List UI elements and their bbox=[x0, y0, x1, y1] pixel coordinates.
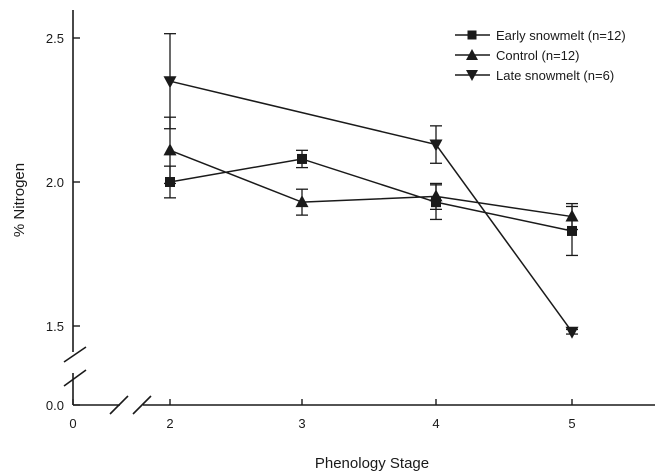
data-point-square bbox=[567, 225, 577, 236]
x-axis-break-mark bbox=[132, 395, 152, 415]
legend-triangle-up-marker bbox=[466, 49, 478, 60]
data-point-triangle-down bbox=[163, 76, 177, 89]
legend-item: Control (n=12) bbox=[455, 48, 579, 63]
x-tick-label: 2 bbox=[166, 416, 173, 431]
legend-item: Late snowmelt (n=6) bbox=[455, 68, 614, 83]
series-line bbox=[169, 80, 573, 333]
x-axis-title: Phenology Stage bbox=[315, 455, 429, 472]
series-line bbox=[169, 158, 573, 232]
legend-square-marker bbox=[467, 30, 477, 40]
legend-label: Late snowmelt (n=6) bbox=[496, 68, 614, 83]
legend-triangle-down-marker bbox=[466, 70, 478, 81]
legend-label: Early snowmelt (n=12) bbox=[496, 28, 626, 43]
y-tick-label: 2.5 bbox=[46, 31, 64, 46]
axes: 2.5 2.0 1.5 0.0 0 2 3 4 5 Phenology Stag… bbox=[11, 10, 655, 472]
data-point-triangle-up bbox=[295, 195, 309, 208]
data-point-triangle-down bbox=[429, 139, 443, 152]
x-tick-label: 3 bbox=[298, 416, 305, 431]
y-axis-break-mark bbox=[63, 369, 87, 387]
x-tick-label: 0 bbox=[69, 416, 76, 431]
legend-label: Control (n=12) bbox=[496, 48, 579, 63]
data-point-triangle-down bbox=[565, 326, 579, 339]
x-tick-label: 5 bbox=[568, 416, 575, 431]
y-tick-label: 1.5 bbox=[46, 319, 64, 334]
data-point-triangle-up bbox=[163, 143, 177, 156]
x-tick-label: 4 bbox=[432, 416, 439, 431]
legend-item: Early snowmelt (n=12) bbox=[455, 28, 626, 43]
y-tick-label: 0.0 bbox=[46, 398, 64, 413]
data-point-triangle-up bbox=[565, 209, 579, 222]
y-tick-label: 2.0 bbox=[46, 175, 64, 190]
x-axis-break-mark bbox=[109, 395, 129, 415]
y-axis-break-mark bbox=[63, 346, 87, 363]
series-line bbox=[169, 149, 573, 218]
y-axis-title: % Nitrogen bbox=[11, 163, 28, 237]
plot-area bbox=[163, 33, 579, 339]
data-point-square bbox=[297, 153, 307, 164]
legend: Early snowmelt (n=12) Control (n=12) Lat… bbox=[455, 28, 626, 83]
data-point-triangle-up bbox=[429, 189, 443, 202]
